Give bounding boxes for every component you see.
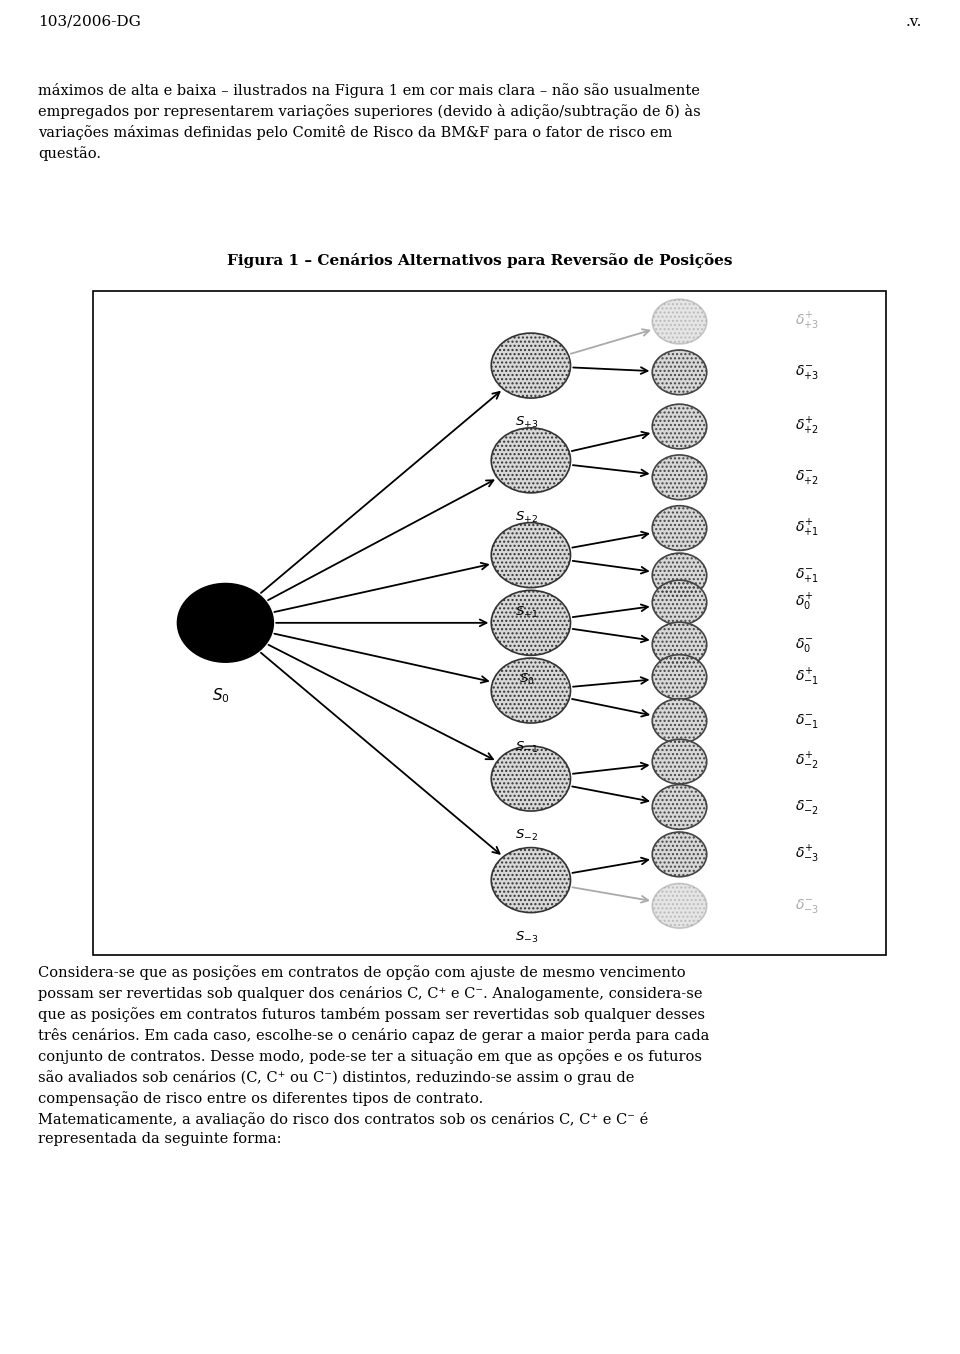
Text: $S_{0}$: $S_{0}$	[519, 672, 535, 688]
Text: Figura 1 – Cenários Alternativos para Reversão de Posições: Figura 1 – Cenários Alternativos para Re…	[228, 253, 732, 268]
Circle shape	[492, 590, 570, 655]
Circle shape	[492, 658, 570, 723]
Circle shape	[652, 455, 707, 500]
Text: $\delta^{-}_{-1}$: $\delta^{-}_{-1}$	[795, 712, 819, 730]
Circle shape	[652, 883, 707, 929]
Text: $S_{+2}$: $S_{+2}$	[516, 509, 539, 525]
Text: $S_{-1}$: $S_{-1}$	[516, 739, 539, 756]
Circle shape	[492, 746, 570, 811]
Circle shape	[652, 621, 707, 666]
Circle shape	[652, 739, 707, 784]
Text: $S_{+3}$: $S_{+3}$	[516, 414, 539, 431]
Text: .v.: .v.	[905, 15, 922, 28]
Text: $S_{+1}$: $S_{+1}$	[516, 604, 539, 620]
Circle shape	[652, 403, 707, 448]
Text: 103/2006-DG: 103/2006-DG	[38, 15, 141, 28]
Circle shape	[652, 699, 707, 743]
Text: $\delta^{+}_{-1}$: $\delta^{+}_{-1}$	[795, 666, 819, 688]
Text: $\delta^{+}_{-2}$: $\delta^{+}_{-2}$	[795, 751, 819, 772]
Circle shape	[492, 428, 570, 493]
Text: $S_{0}$: $S_{0}$	[212, 685, 230, 704]
Text: $S_{-2}$: $S_{-2}$	[516, 827, 539, 844]
Circle shape	[652, 654, 707, 699]
Text: $\delta^{-}_{+3}$: $\delta^{-}_{+3}$	[795, 363, 819, 382]
Circle shape	[652, 349, 707, 394]
Circle shape	[178, 584, 274, 662]
Text: máximos de alta e baixa – ilustrados na Figura 1 em cor mais clara – não são usu: máximos de alta e baixa – ilustrados na …	[38, 84, 701, 161]
Text: $\delta^{+}_{-3}$: $\delta^{+}_{-3}$	[795, 844, 819, 865]
Circle shape	[652, 831, 707, 877]
Circle shape	[652, 552, 707, 598]
Circle shape	[652, 785, 707, 829]
Text: $\delta^{+}_{+1}$: $\delta^{+}_{+1}$	[795, 517, 819, 539]
Text: $\delta^{+}_{+3}$: $\delta^{+}_{+3}$	[795, 311, 819, 332]
Text: $\delta^{+}_{+2}$: $\delta^{+}_{+2}$	[795, 416, 819, 437]
Text: $\delta^{+}_{0}$: $\delta^{+}_{0}$	[795, 592, 813, 613]
Circle shape	[492, 523, 570, 588]
Text: $\delta^{-}_{0}$: $\delta^{-}_{0}$	[795, 635, 814, 654]
Circle shape	[652, 299, 707, 344]
Circle shape	[492, 333, 570, 398]
Text: Considera-se que as posições em contratos de opção com ajuste de mesmo venciment: Considera-se que as posições em contrato…	[38, 965, 709, 1145]
Text: $S_{-3}$: $S_{-3}$	[516, 929, 539, 945]
Text: $\delta^{-}_{+2}$: $\delta^{-}_{+2}$	[795, 468, 819, 486]
Text: $\delta^{-}_{+1}$: $\delta^{-}_{+1}$	[795, 566, 819, 585]
Text: $\delta^{-}_{-3}$: $\delta^{-}_{-3}$	[795, 896, 819, 915]
Circle shape	[652, 580, 707, 626]
Circle shape	[492, 848, 570, 913]
Text: $\delta^{-}_{-2}$: $\delta^{-}_{-2}$	[795, 798, 819, 816]
Circle shape	[652, 505, 707, 550]
